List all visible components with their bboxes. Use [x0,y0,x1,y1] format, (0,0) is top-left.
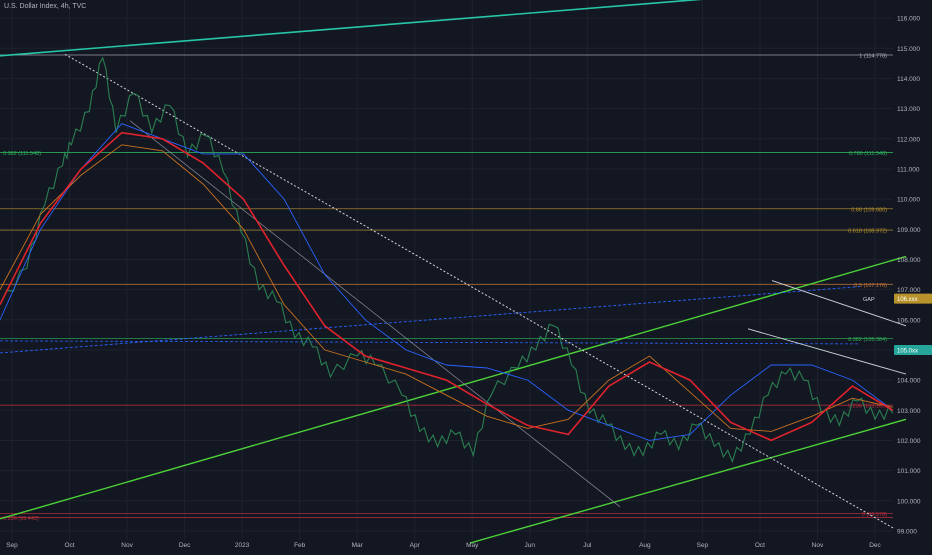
x-tick-label: Sep [6,542,18,549]
y-tick-label: 107.000 [897,287,921,294]
x-tick-label: Nov [812,542,824,549]
ma-red [0,131,894,442]
series-layer [0,56,894,464]
y-tick-label: 103.000 [897,408,921,415]
grey-trendline [129,120,621,508]
fib-level-label: 0 (99.578) [862,512,887,518]
fib-level-label: 0.236 (103.169) [848,404,887,410]
y-tick-label: 114.000 [897,76,920,83]
y-tick-label: 109.000 [897,227,921,234]
gap-label: GAP [863,297,875,303]
ma-orange [0,144,894,432]
fib-level-label: 0.66 (109.680) [851,207,887,213]
y-tick-label: 108.000 [897,257,921,264]
y-tick-label: 112.000 [897,136,920,143]
x-tick-label: Feb [294,542,306,549]
ma-blue [0,123,894,441]
x-tick-label: Jun [525,542,536,549]
x-tick-label: Oct [64,542,74,549]
blue-dashed-line [0,286,861,354]
y-tick-label: 110.000 [897,197,920,204]
price-tag-box [894,344,932,355]
fib-level-label: 0.618 (108.972) [848,229,887,235]
price-series [0,56,894,464]
drawing-layer: 1 (114.778) 0.786 (111.548) 0.382 (111.548… [0,0,907,544]
fib-level-label: 0.5 (107.176) [854,283,887,289]
x-tick-label: Jul [583,542,592,549]
y-tick-label: 102.000 [897,438,921,445]
y-tick-label: 111.000 [897,166,920,173]
x-tick-label: Nov [121,542,133,549]
green-channel-lower [469,418,907,544]
y-tick-label: 104.000 [897,378,921,385]
axis-layer: 116.000 115.000 114.000 113.000 112.000 111.0… [6,16,932,549]
x-tick-label: Mar [352,542,364,549]
fib-level-label: 0.382 (111.548) [3,151,41,157]
y-tick-label: 106.000 [897,317,921,324]
y-tick-label: 116.000 [897,16,920,23]
x-tick-label: Aug [639,542,651,549]
x-tick-label: May [466,542,479,549]
price-tag-label: 106.xxx [897,297,918,303]
teal-trendline [0,0,703,57]
fib-level-label: 0.236 (99.443) [3,516,39,522]
grid-layer [0,0,893,540]
y-tick-label: 100.000 [897,498,921,505]
x-tick-label: Dec [179,542,191,549]
fib-level-label: 0.786 (111.548) [849,151,887,157]
price-tag-box [894,293,932,304]
x-tick-label: Apr [410,542,421,549]
y-tick-label: 101.000 [897,468,921,475]
y-tick-label: 99.000 [897,528,917,535]
x-tick-label: Oct [755,542,765,549]
x-tick-label: Sep [697,542,709,549]
fib-level-label: 0.382 (105.384) [848,337,887,343]
blue-dashed-line-2 [0,340,861,345]
x-tick-label: Dec [869,542,881,549]
x-tick-label: 2023 [235,542,250,549]
y-tick-label: 115.000 [897,46,920,53]
white-dotted-trendline [64,53,894,529]
chart-title: U.S. Dollar Index, 4h, TVC [4,3,87,10]
green-channel-upper [0,255,907,520]
wedge-upper [771,280,907,327]
y-tick-label: 113.000 [897,106,920,113]
wedge-lower [747,328,907,375]
price-tag-label: 105.0xx [897,348,918,354]
fib-level-label: 1 (114.778) [859,53,887,59]
